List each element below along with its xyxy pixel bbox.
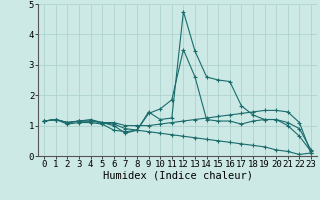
X-axis label: Humidex (Indice chaleur): Humidex (Indice chaleur): [103, 171, 252, 181]
